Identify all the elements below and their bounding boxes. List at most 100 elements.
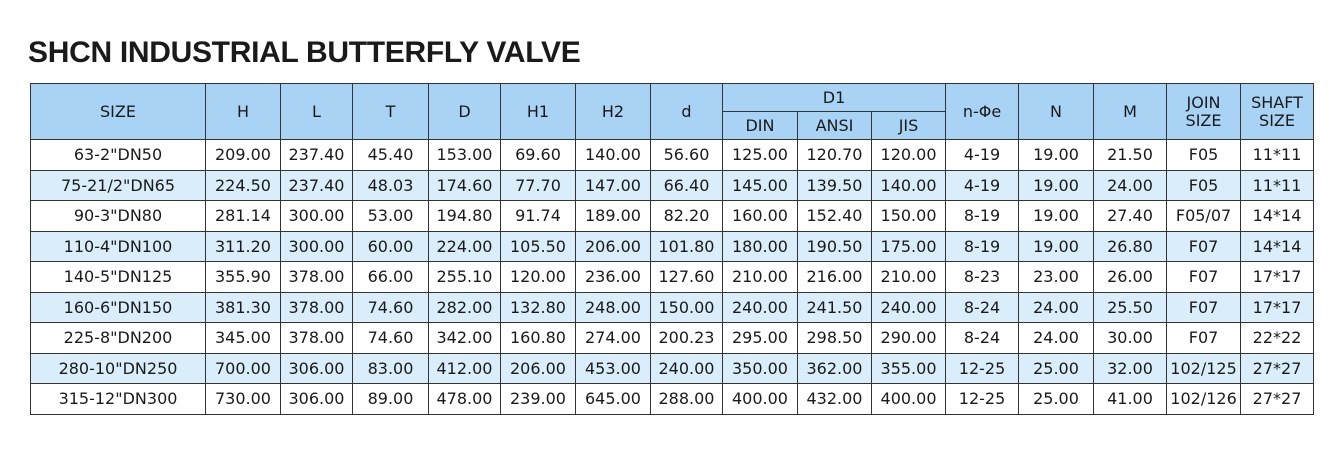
cell: 432.00 xyxy=(797,383,872,415)
column-header: H2 xyxy=(575,83,651,140)
cell: 21.50 xyxy=(1093,139,1168,171)
cell: 241.50 xyxy=(797,291,872,323)
cell: 22*22 xyxy=(1240,322,1315,354)
data-row: 140-5"DN125 355.90 378.00 66.00 255.10 120.00… xyxy=(30,261,1315,293)
cell: 362.00 xyxy=(797,352,872,384)
cell: 4-19 xyxy=(945,139,1020,171)
cell: 160.00 xyxy=(722,200,798,232)
cell: 194.80 xyxy=(428,200,501,232)
cell: 63-2"DN50 xyxy=(30,139,206,171)
cell: 147.00 xyxy=(575,169,651,201)
cell: 210.00 xyxy=(722,261,798,293)
cell: F07 xyxy=(1166,322,1242,354)
cell: 478.00 xyxy=(428,383,501,415)
cell: 132.80 xyxy=(500,291,576,323)
cell: F05 xyxy=(1166,139,1242,171)
cell: 150.00 xyxy=(870,200,947,232)
cell: 41.00 xyxy=(1093,383,1168,415)
cell: 153.00 xyxy=(428,139,501,171)
cell: 306.00 xyxy=(280,352,353,384)
cell: 281.14 xyxy=(205,200,281,232)
column-header: n-Φe xyxy=(945,83,1020,140)
column-header: T xyxy=(352,83,429,140)
column-header: L xyxy=(280,83,353,140)
cell: 290.00 xyxy=(870,322,947,354)
cell: 189.00 xyxy=(575,200,651,232)
cell: 27*27 xyxy=(1240,383,1315,415)
cell: 32.00 xyxy=(1093,352,1168,384)
cell: 145.00 xyxy=(722,169,798,201)
subcolumn-header: JIS xyxy=(870,111,947,140)
cell: 105.50 xyxy=(500,230,576,262)
cell: 236.00 xyxy=(575,261,651,293)
subcolumn-header: DIN xyxy=(722,111,798,140)
column-header: H xyxy=(205,83,281,140)
cell: 298.50 xyxy=(797,322,872,354)
cell: 90-3"DN80 xyxy=(30,200,206,232)
cell: 248.00 xyxy=(575,291,651,323)
cell: 19.00 xyxy=(1018,169,1095,201)
data-row: 315-12"DN300 730.00 306.00 89.00 478.00 239.0… xyxy=(30,383,1315,415)
cell: 152.40 xyxy=(797,200,872,232)
cell: 11*11 xyxy=(1240,139,1315,171)
cell: 381.30 xyxy=(205,291,281,323)
cell: 295.00 xyxy=(722,322,798,354)
cell: 17*17 xyxy=(1240,261,1315,293)
data-row: 63-2"DN50 209.00 237.40 45.40 153.00 69.60 140… xyxy=(30,139,1315,171)
cell: 27.40 xyxy=(1093,200,1168,232)
column-header: M xyxy=(1093,83,1168,140)
cell: 56.60 xyxy=(650,139,723,171)
cell: 8-24 xyxy=(945,322,1020,354)
cell: 25.50 xyxy=(1093,291,1168,323)
cell: 175.00 xyxy=(870,230,947,262)
cell: 125.00 xyxy=(722,139,798,171)
spec-table: SIZE H L T D H1 H2 d D1 n-Φe N M JOIN SIZE SHAFT SIZE… xyxy=(30,83,1315,415)
cell: 26.80 xyxy=(1093,230,1168,262)
cell: 350.00 xyxy=(722,352,798,384)
cell: 400.00 xyxy=(722,383,798,415)
cell: 23.00 xyxy=(1018,261,1095,293)
group-header: D1 xyxy=(721,83,947,112)
cell: 24.00 xyxy=(1018,322,1095,354)
column-header: SHAFT SIZE xyxy=(1240,83,1315,140)
cell: 19.00 xyxy=(1018,139,1095,171)
cell: 74.60 xyxy=(352,291,429,323)
cell: 342.00 xyxy=(428,322,501,354)
data-row: 160-6"DN150 381.30 378.00 74.60 282.00 132.80… xyxy=(30,291,1315,323)
cell: 190.50 xyxy=(797,230,872,262)
cell: 150.00 xyxy=(650,291,723,323)
cell: 453.00 xyxy=(575,352,651,384)
cell: 120.70 xyxy=(797,139,872,171)
cell: 89.00 xyxy=(352,383,429,415)
cell: 140-5"DN125 xyxy=(30,261,206,293)
data-row: 90-3"DN80 281.14 300.00 53.00 194.80 91.74 189… xyxy=(30,200,1315,232)
cell: 24.00 xyxy=(1093,169,1168,201)
cell: 45.40 xyxy=(352,139,429,171)
cell: 53.00 xyxy=(352,200,429,232)
cell: 66.40 xyxy=(650,169,723,201)
cell: 8-24 xyxy=(945,291,1020,323)
cell: 216.00 xyxy=(797,261,872,293)
cell: 206.00 xyxy=(575,230,651,262)
cell: 355.00 xyxy=(870,352,947,384)
cell: 102/126 xyxy=(1166,383,1242,415)
cell: 224.00 xyxy=(428,230,501,262)
cell: 75-21/2"DN65 xyxy=(30,169,206,201)
cell: 102/125 xyxy=(1166,352,1242,384)
header-row: SIZE H L T D H1 H2 d D1 n-Φe N M JOIN SIZE SHAFT SIZE xyxy=(30,83,1315,140)
cell: 26.00 xyxy=(1093,261,1168,293)
cell: 224.50 xyxy=(205,169,281,201)
column-header: JOIN SIZE xyxy=(1166,83,1242,140)
column-header: N xyxy=(1018,83,1095,140)
cell: 60.00 xyxy=(352,230,429,262)
cell: 282.00 xyxy=(428,291,501,323)
cell: F07 xyxy=(1166,291,1242,323)
cell: 139.50 xyxy=(797,169,872,201)
cell: 160.80 xyxy=(500,322,576,354)
cell: 206.00 xyxy=(500,352,576,384)
cell: 110-4"DN100 xyxy=(30,230,206,262)
cell: 83.00 xyxy=(352,352,429,384)
cell: 378.00 xyxy=(280,291,353,323)
cell: 14*14 xyxy=(1240,230,1315,262)
cell: 730.00 xyxy=(205,383,281,415)
